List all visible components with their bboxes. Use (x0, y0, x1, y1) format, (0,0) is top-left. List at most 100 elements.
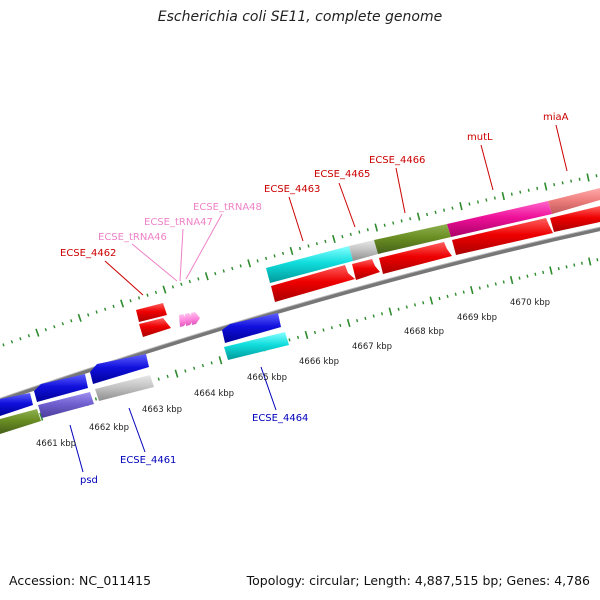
scale-tick (410, 217, 411, 220)
scale-tick (382, 312, 383, 315)
scale-tick (511, 276, 513, 284)
leader-ecse4465 (339, 183, 355, 227)
scale-tick (215, 272, 216, 275)
scale-tick (211, 362, 212, 365)
scale-label: 4665 kbp (247, 373, 287, 383)
label-ecse4462: ECSE_4462 (60, 248, 116, 259)
leader-mutL (481, 145, 493, 190)
scale-tick (36, 329, 39, 337)
scale-tick (495, 197, 496, 200)
scale-tick (537, 187, 538, 190)
scale-tick (290, 247, 292, 255)
scale-tick (11, 340, 12, 343)
scale-tick (439, 297, 440, 300)
scale-tick (223, 270, 224, 273)
label-ecse4464: ECSE_4464 (252, 413, 308, 424)
leader-miaA (556, 125, 567, 171)
scale-tick (415, 303, 416, 306)
scale-tick (469, 203, 470, 206)
scale-tick (597, 258, 598, 261)
scale-tick (300, 247, 301, 250)
scale-label: 4661 kbp (36, 439, 76, 449)
scale-tick (528, 189, 529, 192)
scale-tick (350, 233, 351, 236)
scale-tick (427, 213, 428, 216)
scale-tick (3, 344, 4, 347)
scale-tick (384, 224, 385, 227)
scale-tick (181, 283, 182, 286)
label-ecse4461: ECSE_4461 (120, 455, 176, 466)
scale-tick (96, 311, 97, 314)
scale-tick (393, 222, 394, 225)
scale-tick (554, 183, 555, 186)
leader-ecse4462 (105, 261, 143, 295)
scale-tick (373, 315, 374, 318)
scale-tick (323, 329, 324, 332)
scale-tick (163, 286, 166, 294)
scale-tick (175, 370, 177, 378)
scale-tick (189, 280, 190, 283)
scale-label: 4670 kbp (510, 298, 550, 308)
scale-tick (562, 181, 563, 184)
scale-tick (406, 306, 407, 309)
scale-tick (463, 291, 464, 294)
scale-label: 4667 kbp (352, 342, 392, 352)
leader-trna46 (132, 244, 177, 281)
scale-tick (582, 262, 583, 265)
label-ecse4465: ECSE_4465 (314, 169, 370, 180)
scale-tick (512, 193, 513, 196)
genome-map: ECSE_4462 ECSE_tRNA46 ECSE_tRNA47 ECSE_t… (0, 0, 600, 600)
scale-label: 4662 kbp (89, 423, 129, 433)
scale-tick (20, 337, 21, 340)
scale-tick (156, 291, 157, 294)
leader-ecse4466 (396, 168, 405, 213)
label-trna48: ECSE_tRNA48 (193, 202, 262, 213)
scale-tick (71, 319, 72, 322)
scale-tick (158, 378, 159, 381)
scale-tick (62, 322, 63, 325)
scale-tick (486, 199, 487, 202)
scale-tick (452, 207, 453, 210)
scale-tick (167, 375, 168, 378)
scale-tick (367, 228, 368, 231)
scale-tick (479, 287, 480, 290)
scale-tick (139, 297, 140, 300)
label-psd: psd (80, 475, 98, 486)
scale-tick (571, 180, 572, 183)
scale-tick (566, 265, 567, 268)
scale-tick (173, 286, 174, 289)
scale-label: 4664 kbp (194, 389, 234, 399)
label-ecse4463: ECSE_4463 (264, 184, 320, 195)
scale-tick (325, 240, 326, 243)
scale-tick (543, 271, 544, 274)
scale-tick (96, 398, 97, 401)
scale-tick (375, 224, 377, 232)
scale-tick (444, 209, 445, 212)
scale-tick (219, 356, 221, 364)
scale-tick (423, 301, 424, 304)
scale-tick (54, 325, 55, 328)
scale-label: 4666 kbp (299, 357, 339, 367)
scale-tick (574, 264, 575, 267)
genome-stats-label: Topology: circular; Length: 4,887,515 bp… (247, 573, 590, 588)
scale-tick (596, 174, 597, 177)
scale-tick (28, 334, 29, 337)
scale-tick (478, 201, 479, 204)
leader-ecse4463 (289, 197, 303, 241)
scale-tick (266, 257, 267, 260)
label-ecse4466: ECSE_4466 (369, 155, 425, 166)
label-mutL: mutL (467, 132, 493, 143)
scale-tick (185, 370, 186, 373)
scale-tick (589, 258, 591, 266)
scale-tick (503, 281, 504, 284)
gene-arrow-ecse4465 (352, 259, 380, 280)
scale-tick (471, 286, 473, 294)
trna-track (179, 312, 200, 327)
trna-arrow-48 (191, 312, 200, 325)
scale-label: 4663 kbp (142, 405, 182, 415)
scale-tick (121, 300, 124, 308)
scale-tick (545, 183, 547, 191)
label-trna46: ECSE_tRNA46 (98, 232, 167, 243)
scale-tick (305, 331, 307, 339)
leader-trna47 (180, 229, 183, 281)
